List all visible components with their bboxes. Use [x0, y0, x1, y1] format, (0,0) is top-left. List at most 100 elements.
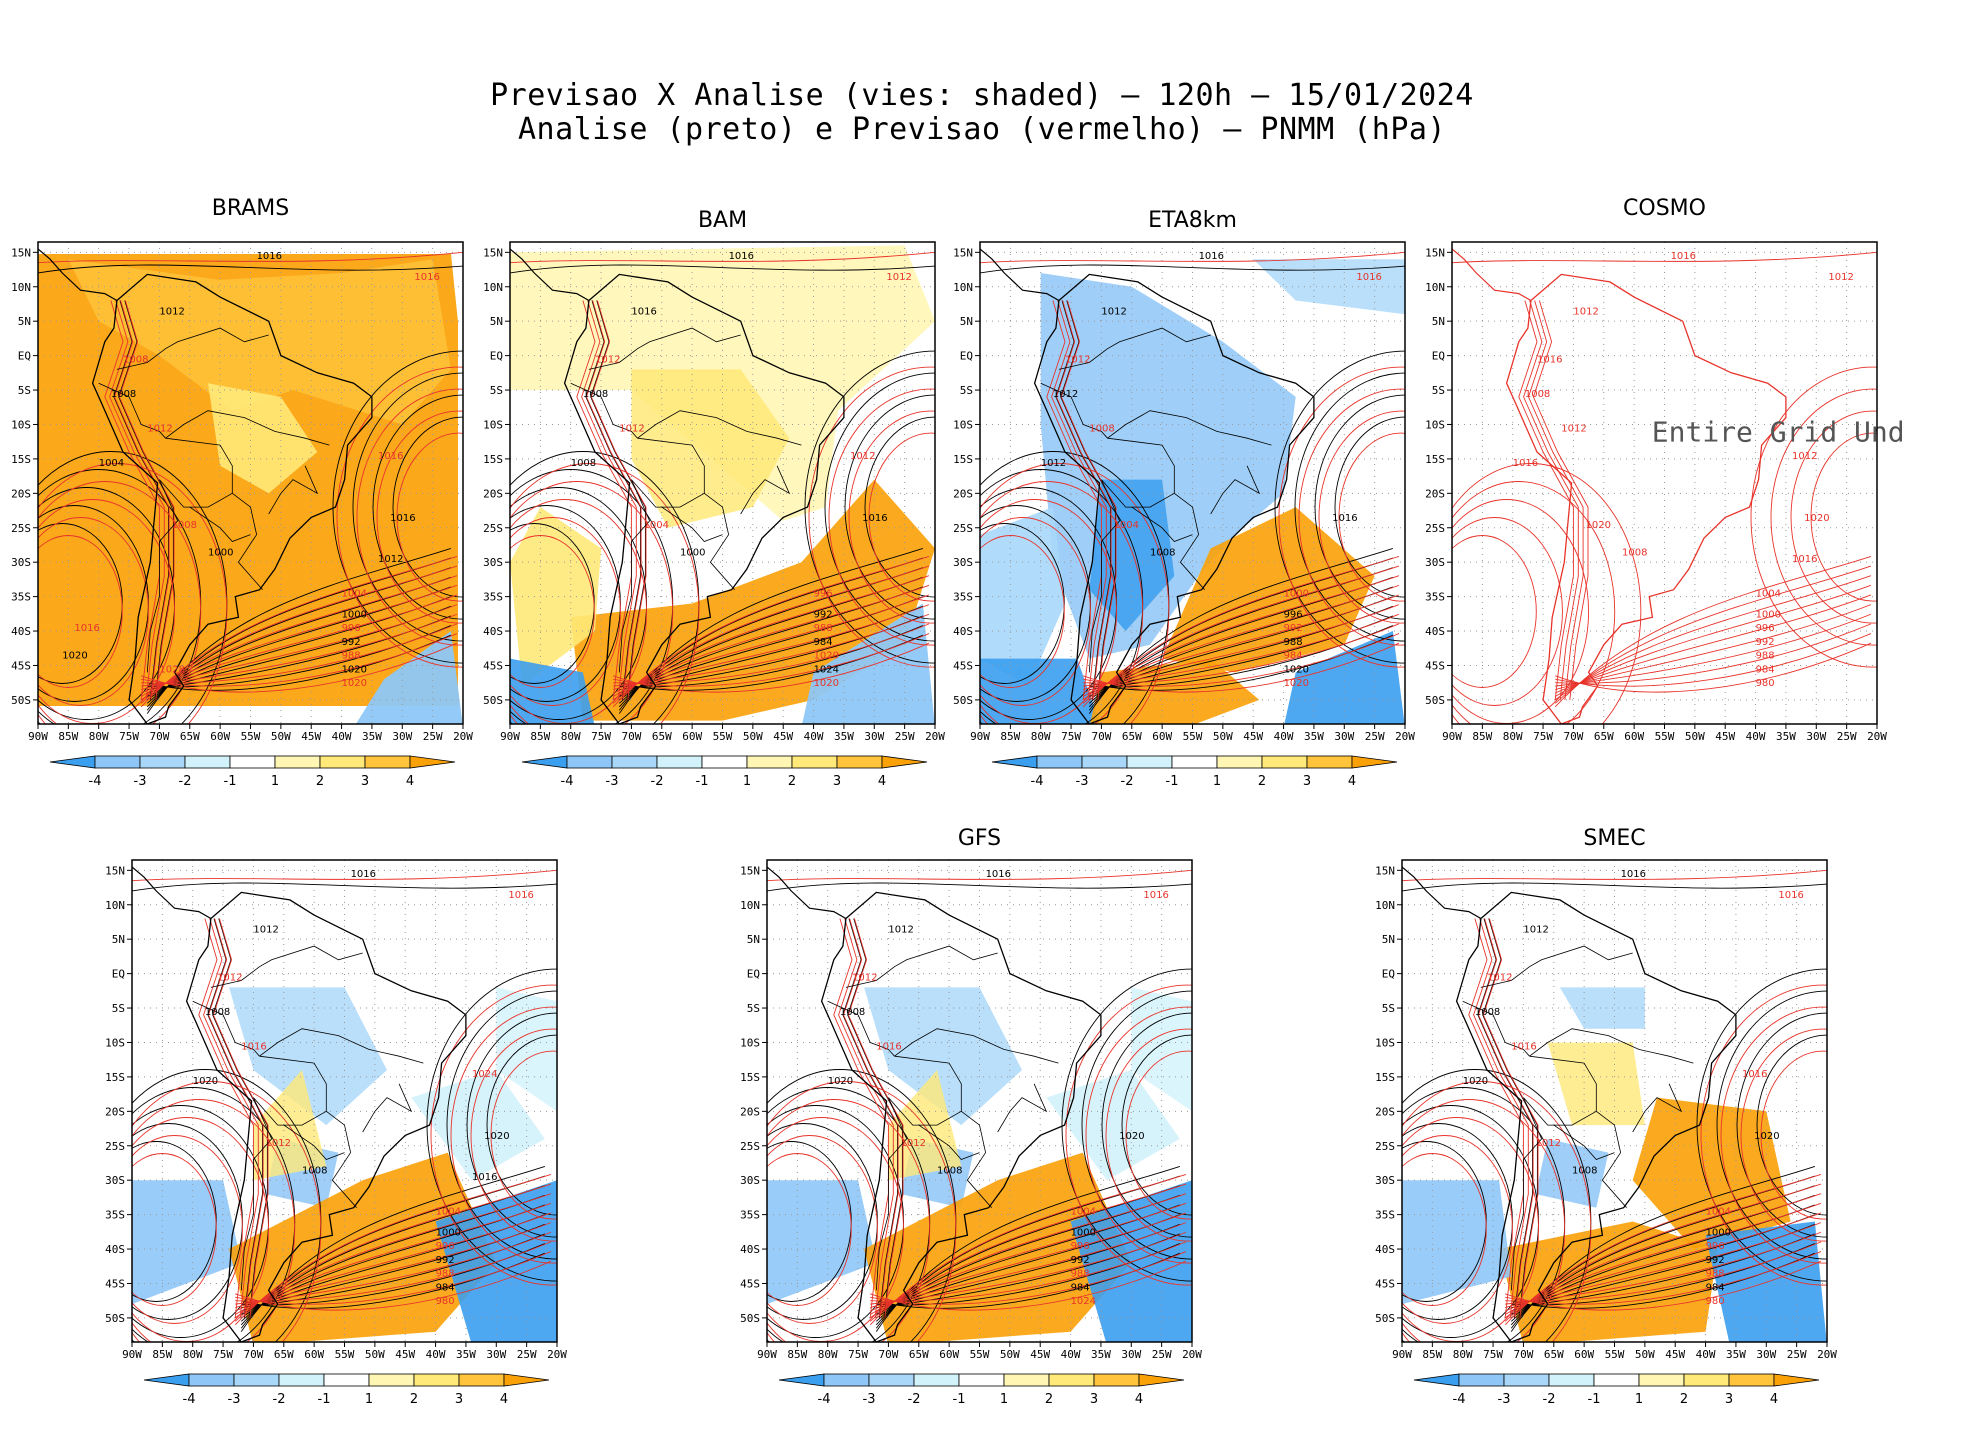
lat-tick-label: 15S	[740, 1071, 760, 1084]
isobar-atlantic	[824, 372, 935, 642]
isobar-atlantic	[804, 350, 935, 664]
isobar-south-forecast	[870, 1260, 1187, 1311]
map-unnamed: 1016 1016 1012 1012 1008 1016 1020 1012 1008 1004…	[105, 859, 567, 1361]
lat-tick-label: 15N	[1425, 246, 1445, 259]
lat-tick-label: 25S	[953, 522, 973, 535]
map-brams: 1016 1016 1012 1008 1008 1012 1004 1008 1000 1004…	[11, 241, 473, 743]
isobar-label: 1004	[1114, 520, 1139, 531]
panel-title: COSMO	[1623, 196, 1706, 221]
bias-area	[864, 1152, 1132, 1342]
isobar-south-forecast	[234, 1183, 552, 1322]
isobar-south-forecast	[612, 584, 930, 697]
lat-tick-label: 30S	[11, 556, 31, 569]
isobar-label: 1016	[74, 623, 99, 634]
lat-tick-label: 10S	[1425, 418, 1445, 431]
isobar-atlantic	[392, 416, 463, 598]
country-border	[259, 1028, 424, 1064]
isobar-south-forecast	[1082, 565, 1400, 704]
axis-labels: 15N 10N 5N EQ 5S 10S 15S 20S 25S 30S 35S 40S 45S 50S 9…	[1375, 864, 1837, 1361]
country-border	[1101, 479, 1175, 508]
title-line-1: Previsao X Analise (vies: shaded) – 120h…	[490, 78, 1474, 113]
isobar-north	[1402, 882, 1827, 892]
lon-tick-label: 45W	[1030, 1348, 1050, 1361]
isobar-atlantic-forecast	[1750, 366, 1877, 668]
lat-tick-label: 10S	[483, 418, 503, 431]
isobar-pacific-forecast	[980, 463, 1170, 724]
colorbar-label: 1	[1000, 1392, 1008, 1407]
forecast-isobars	[1452, 251, 1877, 724]
isobar-south-forecast	[1505, 1251, 1822, 1305]
lon-tick-label: 30W	[1121, 1348, 1141, 1361]
bias-area	[1559, 987, 1645, 1029]
lon-tick-label: 75W	[1061, 730, 1081, 743]
colorbar-segment	[566, 755, 613, 769]
isobar-south-forecast	[1554, 575, 1872, 701]
lon-tick-label: 45W	[395, 1348, 415, 1361]
isobar-label: 996	[1706, 1241, 1725, 1252]
lon-tick-label: 25W	[423, 730, 443, 743]
isobar-label: 1008	[1525, 389, 1550, 400]
lon-tick-label: 30W	[864, 730, 884, 743]
lon-tick-label: 50W	[1685, 730, 1705, 743]
colorbar-label: -1	[1588, 1392, 1601, 1407]
isobar-andes-forecast	[590, 300, 647, 700]
country-border	[827, 1000, 895, 1057]
isobar-label: 1004	[342, 589, 367, 600]
map-cosmo: 1016 1012 1012 1016 1008 1012 1016 1020 1008 1004…	[1425, 241, 1905, 743]
isobar-atlantic-forecast	[1720, 1006, 1827, 1264]
colorbar-segment	[413, 1373, 460, 1387]
isobar-south-forecast	[1082, 575, 1400, 701]
lon-tick-label: 90W	[970, 730, 990, 743]
lon-tick-label: 90W	[1442, 730, 1462, 743]
colorbar-label: 2	[1258, 774, 1266, 789]
lon-tick-label: 40W	[332, 730, 352, 743]
lon-tick-label: 60W	[1624, 730, 1644, 743]
country-border	[661, 506, 723, 542]
isobar-label: 1016	[472, 1172, 497, 1183]
caribbean-coastline	[193, 836, 266, 850]
colorbar-label: 3	[833, 774, 841, 789]
isobar-label: 1004	[644, 520, 669, 531]
isobar-north	[510, 264, 935, 274]
isobar-north-forecast	[132, 869, 557, 882]
lon-tick-label: 20W	[1182, 1348, 1202, 1361]
lat-tick-label: 45S	[953, 659, 973, 672]
isobar-andes-forecast	[1473, 918, 1529, 1318]
colorbar-label: -4	[818, 1392, 831, 1407]
isobar-atlantic	[1274, 350, 1405, 664]
lon-tick-label: 30W	[1334, 730, 1354, 743]
isobar-south-forecast	[141, 623, 458, 684]
country-border	[918, 1124, 980, 1160]
colorbar-segment	[991, 755, 1038, 769]
isobar-pacific-forecast	[1402, 1081, 1592, 1342]
lon-tick-label: 50W	[743, 730, 763, 743]
colorbar-segment	[1171, 755, 1218, 769]
isobar-label: 1020	[828, 1076, 853, 1087]
lat-lon-grid	[1402, 860, 1827, 1342]
isobar-label: 996	[1284, 609, 1303, 620]
isobar-label: 1016	[876, 1041, 901, 1052]
isobar-south-forecast	[613, 604, 930, 691]
isobar-atlantic-forecast	[1298, 388, 1405, 646]
forecast-isobars	[132, 869, 557, 1342]
isobar-atlantic-forecast	[376, 410, 463, 624]
lat-tick-label: 40S	[11, 625, 31, 638]
axis-labels: 15N 10N 5N EQ 5S 10S 15S 20S 25S 30S 35S 40S 45S 50S 9…	[105, 864, 567, 1361]
isobar-south-forecast	[1554, 565, 1872, 704]
country-border	[894, 1028, 1059, 1064]
lat-tick-label: 40S	[740, 1243, 760, 1256]
isobar-pacific-forecast	[38, 481, 202, 724]
lon-tick-label: 45W	[1665, 1348, 1685, 1361]
lon-tick-label: 40W	[804, 730, 824, 743]
lat-tick-label: 25S	[483, 522, 503, 535]
isobar-pacific-forecast	[1402, 1099, 1566, 1342]
lat-tick-label: 15N	[105, 864, 125, 877]
isobar-atlantic-forecast	[470, 1028, 557, 1242]
isobar-label: 984	[436, 1282, 455, 1293]
undefined-grid-message: Entire Grid Und	[1652, 416, 1905, 449]
lat-tick-label: 40S	[105, 1243, 125, 1256]
lon-tick-label: 60W	[1152, 730, 1172, 743]
isobar-label: 1000	[680, 547, 705, 558]
south-america-coastline	[91, 273, 373, 724]
lat-tick-label: EQ	[1382, 968, 1395, 981]
